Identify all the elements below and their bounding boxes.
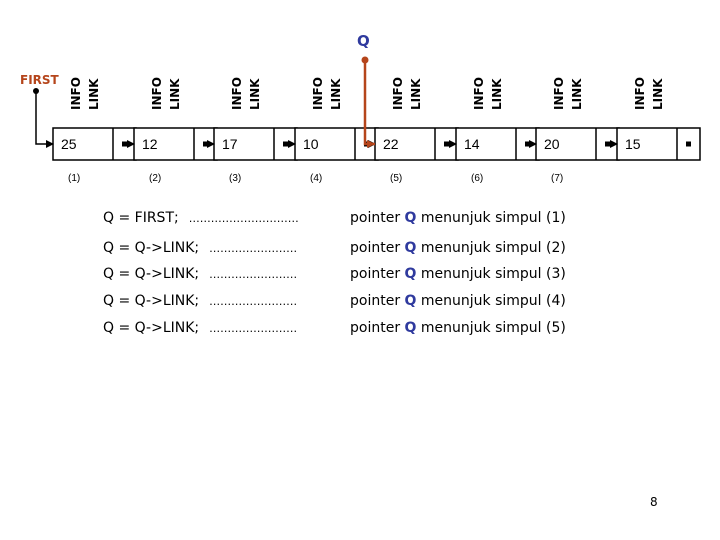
list-node: INFO LINK 25 (1)	[52, 77, 137, 184]
info-field-label: INFO	[391, 77, 405, 110]
code-dots: ……………………	[209, 322, 298, 335]
code-statement-row: Q = Q->LINK; …………………… pointer Q menunjuk s…	[103, 318, 566, 338]
list-node: INFO LINK 20 (7)	[535, 77, 620, 184]
link-field-label: LINK	[87, 78, 101, 110]
node-index-label: (1)	[68, 173, 80, 184]
node-value: 22	[383, 136, 399, 152]
node-index-label: (5)	[390, 173, 402, 184]
node-index-label: (7)	[551, 173, 563, 184]
link-field-label: LINK	[490, 78, 504, 110]
link-dot	[686, 141, 691, 147]
code-statement-row: Q = FIRST; ………………………… pointer Q menunjuk s…	[103, 208, 566, 228]
code-dots: …………………………	[188, 212, 299, 225]
code-statement: Q = Q->LINK;	[103, 266, 200, 282]
list-node: INFO LINK 15	[616, 77, 701, 161]
info-field-label: INFO	[552, 77, 566, 110]
info-field-label: INFO	[311, 77, 325, 110]
statement-description: pointer Q menunjuk simpul (2)	[350, 240, 566, 256]
info-field-label: INFO	[150, 77, 164, 110]
link-field-label: LINK	[168, 78, 182, 110]
node-index-label: (2)	[149, 173, 161, 184]
node-value: 20	[544, 136, 560, 152]
q-arrowhead	[367, 140, 375, 148]
code-statement: Q = Q->LINK;	[103, 240, 200, 256]
node-value: 10	[303, 136, 319, 152]
list-node: INFO LINK 12 (2)	[133, 77, 218, 184]
node-value: 15	[625, 136, 641, 152]
node-index-label: (4)	[310, 173, 322, 184]
node-value: 12	[142, 136, 158, 152]
statement-description: pointer Q menunjuk simpul (5)	[350, 320, 566, 336]
info-field-label: INFO	[472, 77, 486, 110]
info-field-label: INFO	[69, 77, 83, 110]
link-field-label: LINK	[248, 78, 262, 110]
code-dots: ……………………	[209, 242, 298, 255]
code-statement: Q = Q->LINK;	[103, 320, 200, 336]
page-number: 8	[650, 495, 658, 509]
statement-description: pointer Q menunjuk simpul (4)	[350, 293, 566, 309]
node-value: 14	[464, 136, 480, 152]
code-statement-row: Q = Q->LINK; …………………… pointer Q menunjuk s…	[103, 264, 566, 284]
link-field-label: LINK	[651, 78, 665, 110]
statement-description: pointer Q menunjuk simpul (1)	[350, 210, 566, 226]
list-node: INFO LINK 17 (3)	[213, 77, 298, 184]
list-node: INFO LINK 22 (5)	[374, 77, 459, 184]
code-statement: Q = Q->LINK;	[103, 293, 200, 309]
statement-description: pointer Q menunjuk simpul (3)	[350, 266, 566, 282]
code-dots: ……………………	[209, 268, 298, 281]
code-dots: ……………………	[209, 295, 298, 308]
info-field-label: INFO	[633, 77, 647, 110]
list-node: INFO LINK 14 (6)	[455, 77, 540, 184]
link-field-label: LINK	[329, 78, 343, 110]
first-label: FIRST	[20, 73, 60, 87]
node-index-label: (3)	[229, 173, 241, 184]
code-statement-row: Q = Q->LINK; …………………… pointer Q menunjuk s…	[103, 291, 566, 311]
node-value: 25	[61, 136, 77, 152]
code-statement: Q = FIRST;	[103, 210, 179, 226]
link-field-label: LINK	[409, 78, 423, 110]
first-pointer-arrow	[35, 91, 54, 148]
code-statement-row: Q = Q->LINK; …………………… pointer Q menunjuk s…	[103, 238, 566, 258]
link-field-label: LINK	[570, 78, 584, 110]
q-pointer-label: Q	[357, 32, 370, 50]
info-field-label: INFO	[230, 77, 244, 110]
node-value: 17	[222, 136, 238, 152]
node-index-label: (6)	[471, 173, 483, 184]
